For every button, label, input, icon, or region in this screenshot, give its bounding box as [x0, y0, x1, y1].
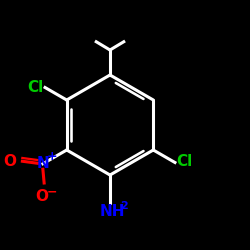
Text: +: + — [47, 150, 58, 163]
Text: N: N — [36, 156, 49, 171]
Text: 2: 2 — [120, 201, 128, 211]
Text: NH: NH — [100, 204, 125, 219]
Text: Cl: Cl — [176, 154, 192, 170]
Text: O: O — [4, 154, 17, 169]
Text: Cl: Cl — [28, 80, 44, 94]
Text: O: O — [36, 189, 49, 204]
Text: −: − — [47, 185, 58, 198]
